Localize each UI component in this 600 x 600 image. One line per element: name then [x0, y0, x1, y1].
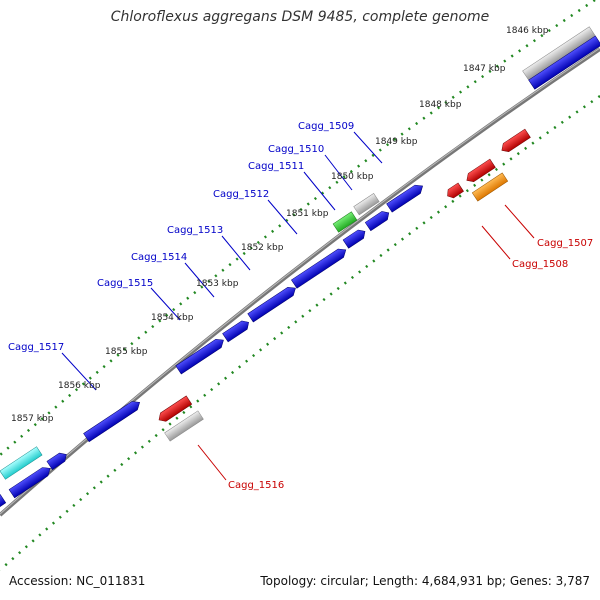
forward-label-leaders: [61, 131, 383, 391]
kbp-label: 1857 kbp: [11, 414, 54, 424]
kbp-label: 1851 kbp: [286, 209, 329, 219]
gene-arrow[interactable]: [175, 336, 227, 375]
gene-feature[interactable]: [164, 410, 204, 442]
gene-label[interactable]: Cagg_1512: [213, 189, 269, 200]
gene-label[interactable]: Cagg_1515: [97, 278, 153, 289]
kbp-label: 1856 kbp: [58, 381, 101, 391]
gene-arrow[interactable]: [8, 464, 53, 499]
gene-label[interactable]: Cagg_1507: [537, 238, 593, 249]
kbp-label: 1850 kbp: [331, 172, 374, 182]
kbp-label: 1848 kbp: [419, 100, 462, 110]
gene-arrow[interactable]: [342, 227, 368, 249]
reverse-gene-labels: Cagg_1507 Cagg_1508 Cagg_1516: [228, 238, 593, 491]
gene-arrow[interactable]: [222, 318, 252, 343]
gene-label[interactable]: Cagg_1511: [248, 161, 304, 172]
gene-arrow[interactable]: [46, 450, 69, 471]
reverse-strand-features: [156, 128, 531, 442]
kbp-label: 1846 kbp: [506, 26, 549, 36]
gene-arrow[interactable]: [291, 246, 348, 289]
forward-strand-features: [0, 26, 600, 510]
gene-arrow[interactable]: [156, 395, 193, 424]
gene-arrow[interactable]: [445, 182, 464, 200]
gene-label[interactable]: Cagg_1514: [131, 252, 187, 263]
gene-feature[interactable]: [332, 211, 358, 233]
gene-label[interactable]: Cagg_1509: [298, 121, 354, 132]
gene-feature[interactable]: [0, 446, 43, 480]
reverse-label-leaders: [197, 204, 535, 481]
gene-feature[interactable]: [528, 35, 600, 90]
kbp-label: 1847 kbp: [463, 64, 506, 74]
gene-arrow[interactable]: [499, 128, 531, 154]
gene-feature[interactable]: [0, 494, 7, 510]
gene-arrow[interactable]: [364, 209, 391, 232]
kbp-label: 1855 kbp: [105, 347, 148, 357]
gene-label[interactable]: Cagg_1510: [268, 144, 324, 155]
kbp-label: 1849 kbp: [375, 137, 418, 147]
kbp-label: 1853 kbp: [196, 279, 239, 289]
forward-gene-labels: Cagg_1509 Cagg_1510 Cagg_1511 Cagg_1512 …: [8, 121, 354, 353]
gene-arrow[interactable]: [247, 284, 299, 323]
gene-feature[interactable]: [353, 193, 380, 216]
gene-arrow[interactable]: [464, 158, 496, 184]
gene-label[interactable]: Cagg_1513: [167, 225, 223, 236]
genome-stats-text: Topology: circular; Length: 4,684,931 bp…: [260, 574, 590, 588]
inner-tick-arc: [0, 94, 600, 571]
kbp-label: 1854 kbp: [151, 313, 194, 323]
gene-label[interactable]: Cagg_1517: [8, 342, 64, 353]
kbp-label: 1852 kbp: [241, 243, 284, 253]
accession-text: Accession: NC_011831: [9, 574, 146, 588]
gene-arrow[interactable]: [386, 182, 426, 213]
gene-arrow[interactable]: [83, 398, 143, 443]
gene-feature[interactable]: [471, 172, 509, 202]
gene-label[interactable]: Cagg_1508: [512, 259, 568, 270]
genome-backbone: [0, 47, 600, 517]
gene-label[interactable]: Cagg_1516: [228, 480, 284, 491]
map-title: Chloroflexus aggregans DSM 9485, complet…: [110, 9, 490, 25]
kbp-labels: 1846 kbp 1847 kbp 1848 kbp 1849 kbp 1850…: [11, 26, 549, 424]
genome-backbone-highlight: [0, 47, 600, 515]
